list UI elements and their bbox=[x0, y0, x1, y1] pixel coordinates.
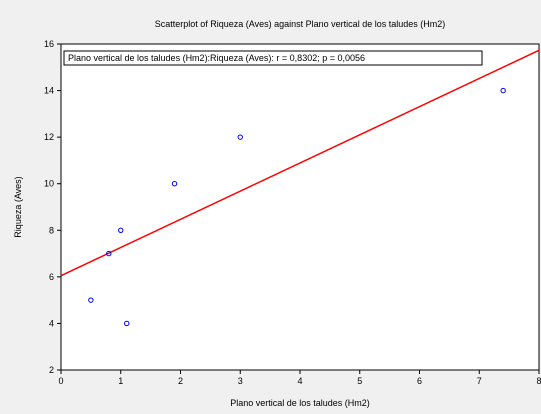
x-tick-label: 0 bbox=[58, 376, 63, 386]
annotation-text: Plano vertical de los taludes (Hm2):Riqu… bbox=[68, 53, 365, 63]
y-tick-label: 8 bbox=[49, 225, 54, 235]
plot-area bbox=[60, 43, 540, 371]
data-point bbox=[171, 181, 178, 187]
y-tick-label: 6 bbox=[49, 272, 54, 282]
data-point bbox=[237, 134, 243, 140]
y-tick-label: 12 bbox=[44, 132, 54, 142]
x-tick-label: 7 bbox=[477, 376, 482, 386]
data-points bbox=[88, 87, 506, 327]
x-tick-label: 5 bbox=[357, 376, 362, 386]
correlation-annotation: Plano vertical de los taludes (Hm2):Riqu… bbox=[63, 50, 483, 66]
x-axis: 0 1 2 3 4 5 6 7 8 bbox=[58, 370, 541, 386]
x-tick-label: 8 bbox=[536, 376, 541, 386]
y-axis: 2 4 6 8 10 12 14 16 bbox=[44, 39, 61, 375]
x-tick-label: 4 bbox=[297, 376, 302, 386]
annotation-box bbox=[63, 50, 483, 66]
y-tick-label: 4 bbox=[49, 318, 54, 328]
y-tick-label: 16 bbox=[44, 39, 54, 49]
x-tick-label: 3 bbox=[238, 376, 243, 386]
regression-line bbox=[60, 49, 540, 277]
data-point bbox=[118, 227, 124, 233]
data-point bbox=[500, 87, 506, 94]
data-point bbox=[88, 297, 94, 303]
y-tick-label: 2 bbox=[49, 365, 54, 375]
data-point bbox=[106, 250, 112, 257]
x-tick-label: 1 bbox=[118, 376, 123, 386]
x-tick-label: 2 bbox=[178, 376, 183, 386]
chart-title: Scatterplot of Riqueza (Aves) against Pl… bbox=[155, 19, 445, 29]
data-point bbox=[124, 320, 130, 327]
y-tick-label: 14 bbox=[44, 86, 54, 96]
x-tick-label: 6 bbox=[417, 376, 422, 386]
y-tick-label: 10 bbox=[44, 179, 54, 189]
y-axis-label: Riqueza (Aves) bbox=[13, 176, 23, 237]
x-axis-label: Plano vertical de los taludes (Hm2) bbox=[230, 398, 370, 408]
